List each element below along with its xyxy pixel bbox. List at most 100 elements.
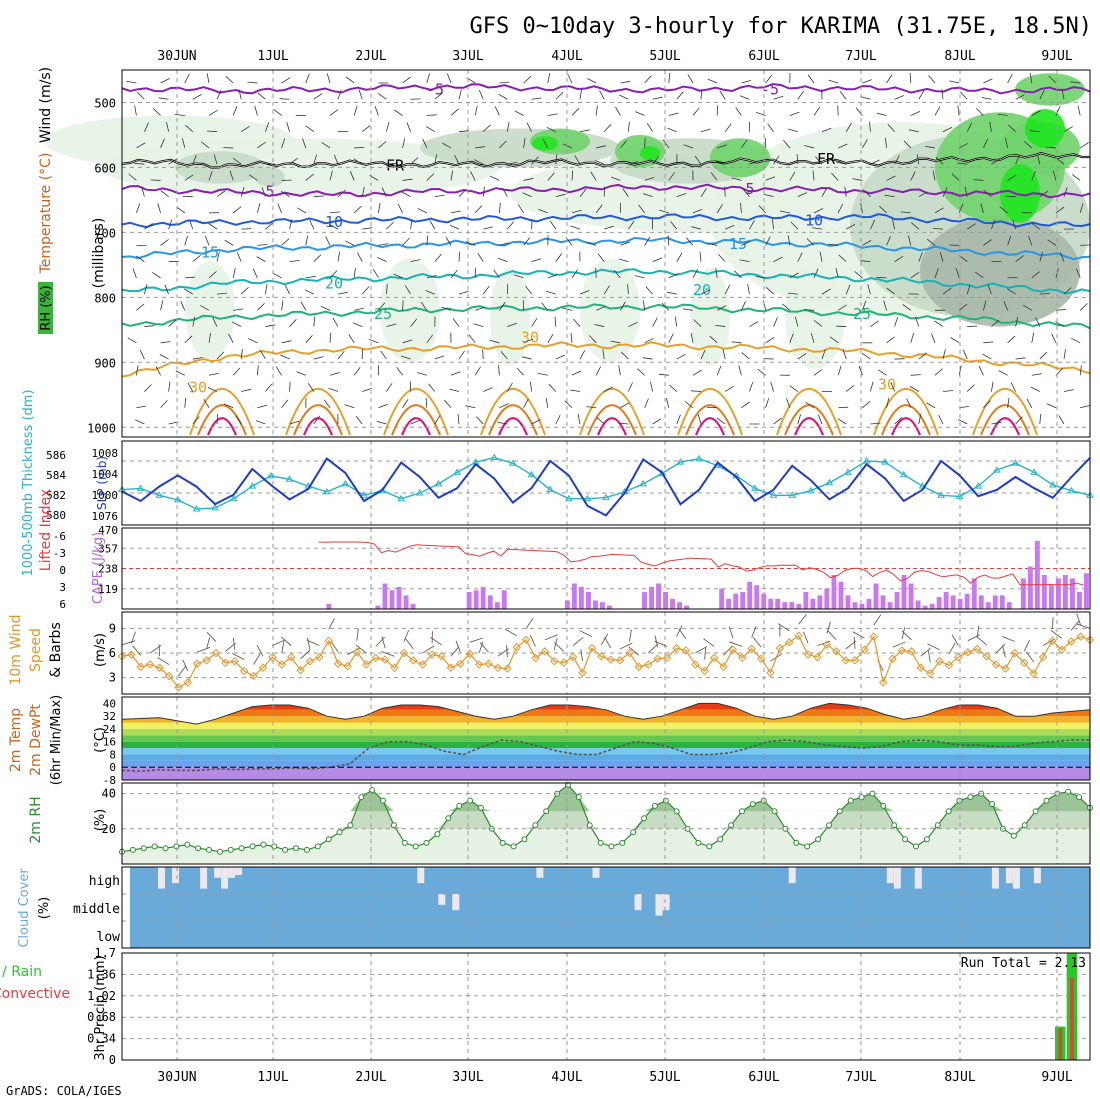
slp-bg [122, 441, 1090, 525]
wind-barb [741, 80, 752, 84]
rh2m-marker [815, 836, 822, 843]
wind-barb [128, 173, 137, 181]
wind-barb [420, 301, 428, 311]
wind-barb [797, 90, 805, 100]
surface-wind-barb [572, 636, 584, 646]
rh-legend-label: RH (%) [39, 285, 54, 330]
wind-speed-marker [578, 668, 587, 677]
wind-barb [789, 111, 800, 116]
surface-wind-barb [178, 665, 187, 677]
wind-barb [1070, 81, 1081, 84]
temp-band [122, 767, 1090, 780]
cloud-high-cell [200, 867, 208, 889]
wind-barb [886, 74, 893, 84]
wind-barb [734, 270, 742, 279]
wind-barb [526, 122, 532, 132]
cape-bar [1084, 573, 1089, 609]
wind-barb [426, 173, 435, 181]
cape-tick-label: 357 [98, 542, 118, 555]
wind-barb [144, 384, 152, 392]
surface-wind-barb [375, 636, 385, 647]
wind-barb [644, 75, 652, 84]
wind-barb [144, 284, 148, 295]
rh2m-marker [445, 815, 452, 822]
wind-speed-marker [587, 643, 597, 653]
wind-barb [667, 235, 670, 246]
wind-barb [644, 337, 654, 344]
wind-speed-marker [653, 654, 662, 663]
wind-barb [906, 398, 912, 408]
wind-barb [257, 365, 259, 376]
temp-band [122, 735, 1090, 742]
precip-tick-label: 0.68 [87, 1010, 116, 1024]
surface-wind-barb [430, 637, 442, 646]
wind-barb [281, 238, 290, 246]
rh2m-marker [586, 822, 593, 829]
wind-barb [216, 292, 227, 295]
wind-axis-label-line1: 10m Wind [8, 614, 24, 685]
li-axis-label: Lifted Index [38, 489, 54, 571]
cape-bar [873, 583, 879, 609]
wind-barb [959, 142, 969, 149]
thickness-marker [267, 471, 275, 479]
surface-wind-barb [619, 642, 633, 650]
wind-barb [523, 237, 531, 246]
wind-barb [951, 173, 960, 181]
wind-barb [862, 139, 868, 149]
wind-barb [571, 370, 582, 376]
thickness-marker [583, 494, 592, 502]
wind-barb [135, 419, 145, 425]
wind-barb [353, 267, 356, 278]
wind-barb [1075, 268, 1081, 279]
rh2m-marker [532, 822, 539, 829]
contour-label: 25 [374, 305, 392, 323]
wind-barb [900, 211, 911, 214]
cape-bar [936, 597, 942, 609]
wind-barb [445, 236, 452, 246]
rh2m-marker [880, 802, 887, 809]
wind-barb [425, 126, 436, 133]
wind-speed-marker [850, 656, 860, 665]
wind-barb [400, 355, 411, 360]
wind-barb [797, 414, 801, 425]
wind-barb [842, 349, 847, 360]
wind-barb [960, 91, 968, 100]
wind-barb [168, 381, 171, 392]
surface-wind-barb [381, 651, 395, 657]
rh2m-marker [227, 846, 234, 853]
wind-barb [401, 191, 411, 198]
wind-speed-marker [418, 660, 427, 669]
wind-barb [458, 189, 467, 197]
wind-barb [595, 366, 602, 376]
wind-barb [966, 122, 973, 132]
wind-barb [765, 337, 775, 344]
isotherm-30-lobe [776, 388, 842, 436]
wind-speed-marker [202, 656, 211, 665]
date-label-bottom: 5JUL [649, 1070, 680, 1085]
wind-barb [206, 73, 210, 84]
wind-barb [692, 107, 700, 116]
wind-speed-marker [625, 648, 634, 658]
wind-speed-marker [738, 653, 747, 663]
wind-barb [522, 192, 532, 198]
date-label-bottom: 3JUL [452, 1070, 483, 1085]
wind-barb [620, 241, 630, 246]
wind-barb [928, 75, 936, 84]
slp-tick-label: 1004 [92, 468, 119, 481]
wind-speed-marker [390, 663, 399, 673]
wind-barb [184, 73, 190, 84]
wind-barb [910, 111, 921, 116]
wind-barb [839, 91, 847, 100]
wind-barb [216, 190, 226, 197]
li-line [318, 541, 1084, 586]
wind-barb [661, 302, 670, 311]
wind-barb [281, 399, 289, 409]
rh2m-marker [206, 846, 212, 853]
wind-speed-marker [1076, 632, 1085, 641]
surface-wind-barb [355, 644, 367, 654]
wind-barb [987, 284, 992, 295]
rh2m-marker [129, 846, 136, 853]
wind-barb [644, 236, 651, 246]
surface-wind-barb [817, 640, 831, 647]
date-label-top: 2JUL [355, 49, 386, 64]
